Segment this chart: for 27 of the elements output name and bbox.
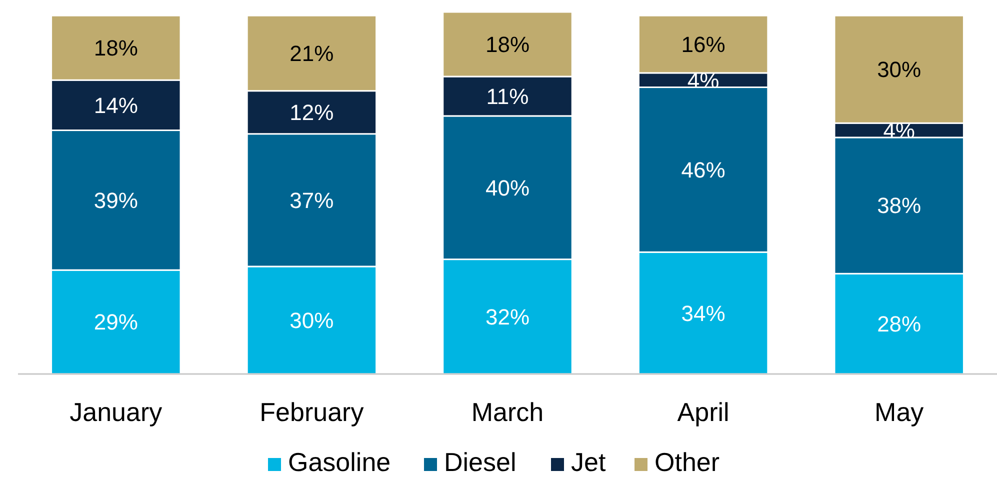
data-label: 30% (290, 308, 334, 333)
x-tick-label: April (677, 397, 730, 427)
data-label: 12% (290, 100, 334, 126)
data-label: 16% (681, 32, 726, 57)
data-label: 37% (290, 188, 334, 213)
data-label: 21% (290, 40, 334, 66)
legend-label: Gasoline (288, 447, 391, 477)
data-label: 40% (485, 175, 530, 200)
data-label: 14% (94, 92, 138, 118)
data-label: 30% (877, 57, 922, 82)
data-label: 18% (485, 32, 530, 57)
x-tick-label: January (70, 397, 162, 427)
legend-label: Other (654, 447, 720, 477)
x-tick-label: May (874, 397, 924, 427)
data-label: 28% (877, 312, 922, 337)
data-label: 29% (94, 310, 138, 335)
data-label: 38% (877, 193, 922, 218)
data-label: 39% (94, 188, 138, 213)
legend-label: Jet (571, 447, 606, 477)
x-tick-label: March (471, 397, 544, 427)
data-label: 32% (485, 304, 530, 330)
data-label: 46% (681, 157, 726, 182)
data-label: 11% (486, 84, 529, 109)
data-label: 34% (681, 300, 726, 326)
data-label: 18% (94, 36, 138, 61)
x-tick-label: February (260, 397, 364, 427)
legend-label: Diesel (444, 447, 516, 477)
